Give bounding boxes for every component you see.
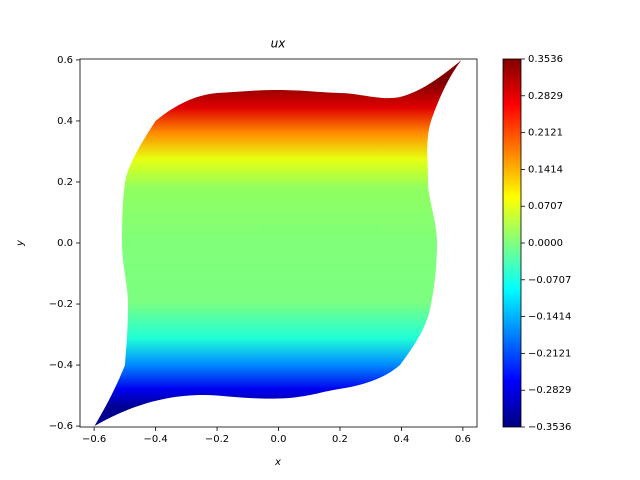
y-tick-label: 0.0 xyxy=(57,238,73,249)
colorbar-tick-label: −0.0707 xyxy=(528,275,571,286)
colorbar-tick-label: 0.2121 xyxy=(528,128,563,139)
y-tick-label: 0.2 xyxy=(57,177,73,188)
x-axis-label: x xyxy=(274,457,281,468)
y-tick-label: −0.2 xyxy=(49,299,73,310)
colorbar-tick-label: 0.3536 xyxy=(528,54,563,65)
colorbar-tick-label: −0.2829 xyxy=(528,385,571,396)
x-tick-label: −0.4 xyxy=(143,434,167,445)
colorbar-tick-label: −0.2121 xyxy=(528,348,571,359)
colorbar-tick-label: 0.0707 xyxy=(528,201,563,212)
y-axis-label: y xyxy=(15,239,26,247)
chart-title: ux xyxy=(271,37,287,51)
colorbar-tick-label: −0.3536 xyxy=(528,422,571,433)
y-tick-label: −0.4 xyxy=(49,360,73,371)
x-tick-label: 0.2 xyxy=(332,434,348,445)
field-region xyxy=(94,60,462,426)
y-tick-label: 0.4 xyxy=(57,116,73,127)
x-tick-label: −0.2 xyxy=(205,434,229,445)
x-tick-label: 0.6 xyxy=(455,434,471,445)
colorbar-tick-label: −0.1414 xyxy=(528,312,571,323)
y-tick-label: 0.6 xyxy=(57,55,73,66)
y-tick-label: −0.6 xyxy=(49,421,73,432)
x-tick-label: 0.0 xyxy=(271,434,287,445)
x-tick-label: −0.6 xyxy=(82,434,106,445)
colorbar-tick-label: 0.1414 xyxy=(528,164,563,175)
colorbar xyxy=(502,58,522,428)
x-tick-label: 0.4 xyxy=(393,434,409,445)
colorbar-tick-label: 0.2829 xyxy=(528,91,563,102)
colorbar-tick-label: 0.0000 xyxy=(528,238,563,249)
